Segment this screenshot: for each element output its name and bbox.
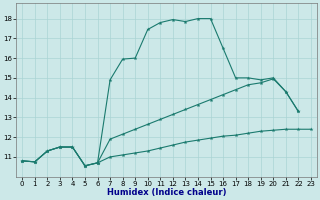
X-axis label: Humidex (Indice chaleur): Humidex (Indice chaleur) bbox=[107, 188, 226, 197]
